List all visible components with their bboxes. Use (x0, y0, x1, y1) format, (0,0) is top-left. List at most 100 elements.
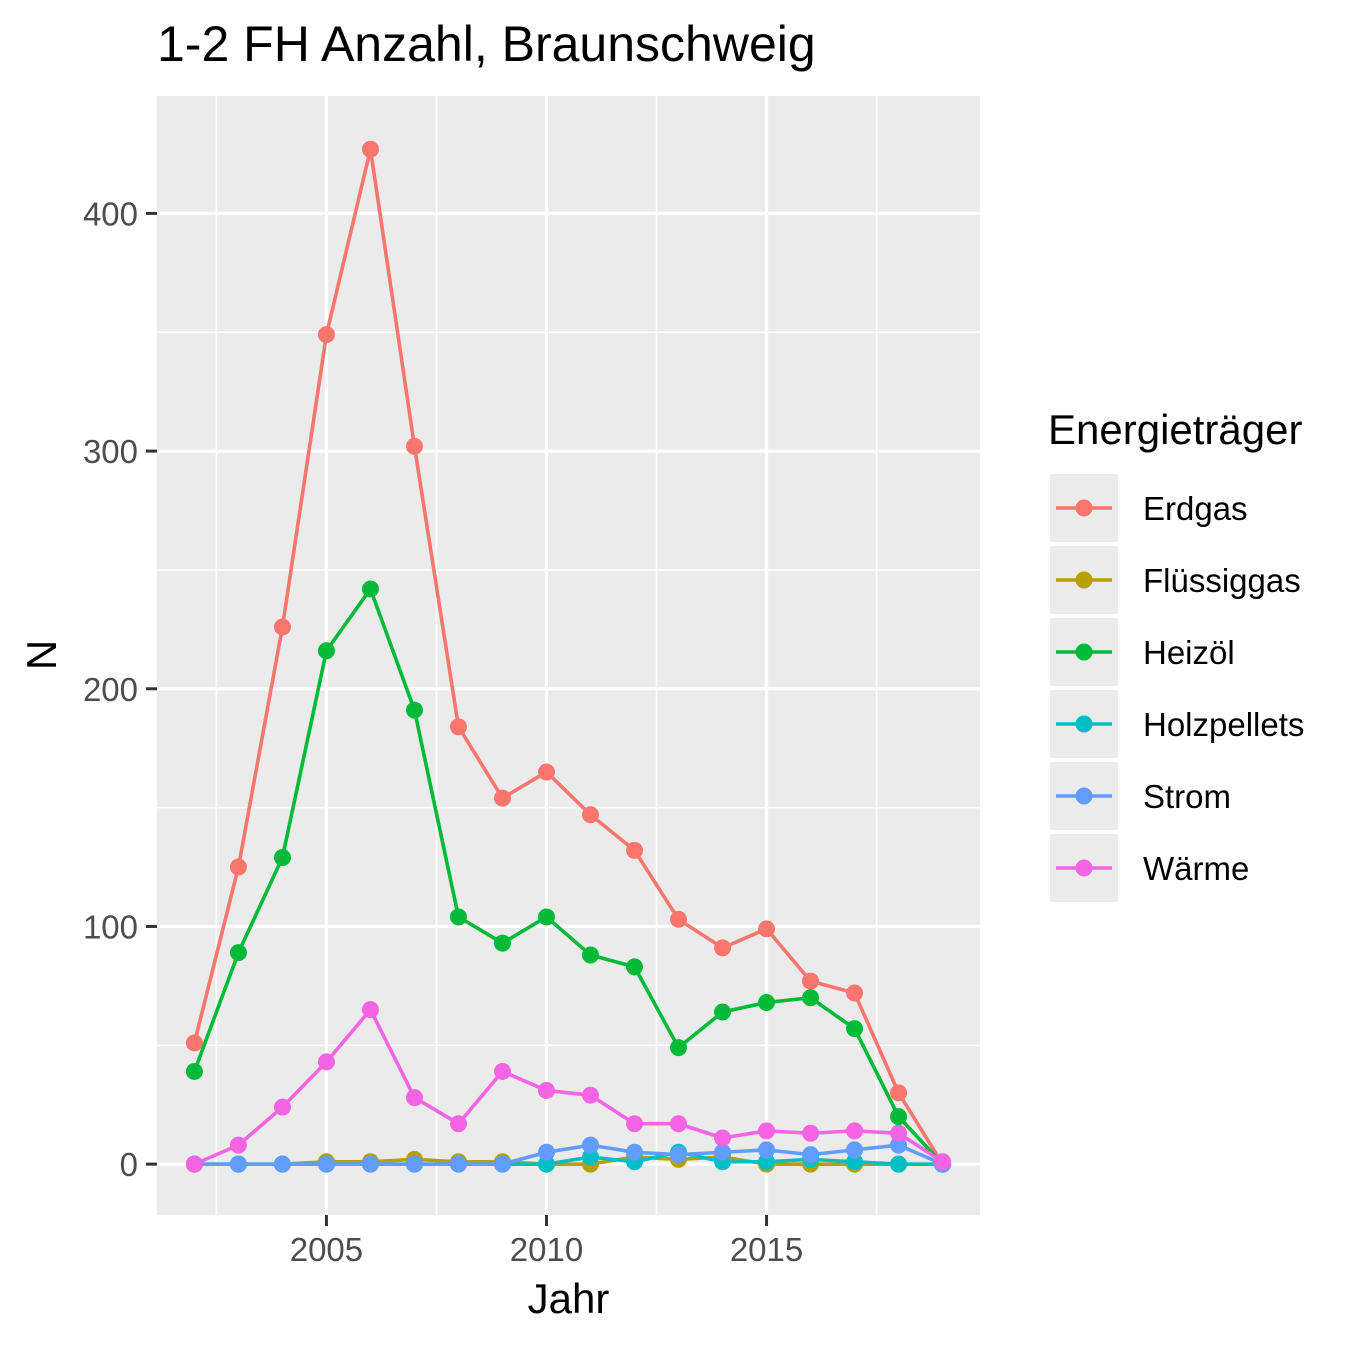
y-tick-label: 200 (83, 671, 138, 708)
data-point (890, 1136, 908, 1154)
data-point (537, 1143, 555, 1161)
axes: 0 100 200 300 400 2005 2010 2015 (83, 195, 803, 1268)
legend-item-Wärme: Wärme (1050, 834, 1249, 902)
data-point (582, 946, 600, 964)
data-point (714, 1129, 732, 1147)
data-point (229, 944, 247, 962)
data-point (758, 920, 776, 938)
data-point (361, 580, 379, 598)
data-point (361, 1155, 379, 1173)
data-point (670, 1146, 688, 1164)
data-point (758, 1122, 776, 1140)
data-point (449, 1115, 467, 1133)
data-point (273, 849, 291, 867)
data-point (273, 1155, 291, 1173)
legend-title: Energieträger (1048, 406, 1302, 453)
data-point (626, 841, 644, 859)
data-point (537, 1081, 555, 1099)
data-point (758, 1141, 776, 1159)
data-point (846, 1141, 864, 1159)
data-point (493, 1155, 511, 1173)
legend-key-point (1075, 787, 1093, 805)
y-tick-label: 300 (83, 433, 138, 470)
data-point (670, 1115, 688, 1133)
y-tick-label: 400 (83, 195, 138, 232)
legend-label: Wärme (1143, 850, 1249, 887)
data-point (582, 1148, 600, 1166)
data-point (802, 1146, 820, 1164)
data-point (846, 1153, 864, 1171)
data-point (714, 1003, 732, 1021)
plot-panel (157, 96, 980, 1215)
chart-title: 1-2 FH Anzahl, Braunschweig (157, 16, 816, 72)
legend-label: Erdgas (1143, 490, 1248, 527)
data-point (185, 1155, 203, 1173)
legend-key-point (1075, 859, 1093, 877)
data-point (273, 618, 291, 636)
legend-label: Holzpellets (1143, 706, 1304, 743)
data-point (537, 908, 555, 926)
data-point (802, 972, 820, 990)
y-axis-title: N (18, 640, 65, 670)
data-point (361, 1001, 379, 1019)
data-point (890, 1124, 908, 1142)
data-point (758, 994, 776, 1012)
data-point (493, 789, 511, 807)
data-point (934, 1153, 952, 1171)
data-point (626, 1143, 644, 1161)
data-point (758, 1153, 776, 1171)
data-point (317, 1155, 335, 1173)
legend-item-Heizöl: Heizöl (1050, 618, 1235, 686)
legend-label: Strom (1143, 778, 1231, 815)
data-point (229, 1136, 247, 1154)
data-point (582, 1086, 600, 1104)
data-point (582, 806, 600, 824)
data-point (273, 1098, 291, 1116)
data-point (626, 1115, 644, 1133)
legend-key-point (1075, 643, 1093, 661)
legend-label: Heizöl (1143, 634, 1235, 671)
data-point (537, 763, 555, 781)
data-point (317, 642, 335, 660)
data-point (582, 1136, 600, 1154)
data-point (405, 437, 423, 455)
data-point (405, 1155, 423, 1173)
series-layer (185, 140, 952, 1173)
data-point (890, 1108, 908, 1126)
legend-item-Erdgas: Erdgas (1050, 474, 1248, 542)
legend-key-point (1075, 499, 1093, 517)
data-point (626, 958, 644, 976)
x-axis-title: Jahr (528, 1275, 610, 1322)
data-point (846, 984, 864, 1002)
data-point (802, 1124, 820, 1142)
data-point (449, 908, 467, 926)
data-point (493, 934, 511, 952)
legend-label: Flüssiggas (1143, 562, 1301, 599)
data-point (229, 1155, 247, 1173)
legend-key-point (1075, 571, 1093, 589)
data-point (185, 1062, 203, 1080)
series-Wärme (185, 1001, 952, 1173)
data-point (670, 910, 688, 928)
data-point (361, 140, 379, 158)
data-point (670, 1039, 688, 1057)
series-Heizöl (185, 580, 952, 1173)
data-point (537, 1155, 555, 1173)
series-line (192, 587, 944, 1166)
x-tick-label: 2015 (730, 1231, 803, 1268)
legend-item-Strom: Strom (1050, 762, 1231, 830)
data-point (714, 1143, 732, 1161)
data-point (317, 1053, 335, 1071)
data-point (890, 1084, 908, 1102)
data-point (185, 1034, 203, 1052)
data-point (714, 939, 732, 957)
data-point (449, 1155, 467, 1173)
data-point (493, 1062, 511, 1080)
legend: Erdgas Flüssiggas Heizöl Holzpellets Strom Wä… (1050, 474, 1304, 902)
data-point (846, 1122, 864, 1140)
data-point (229, 858, 247, 876)
data-point (405, 701, 423, 719)
legend-key-point (1075, 715, 1093, 733)
data-point (449, 718, 467, 736)
